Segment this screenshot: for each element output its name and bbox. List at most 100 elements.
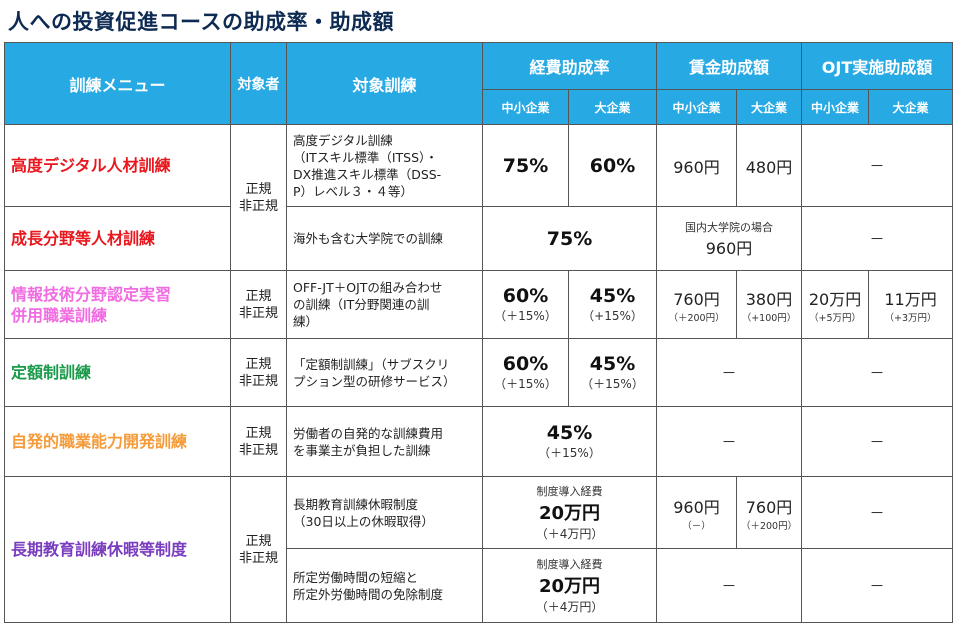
ojt-large-cell: 11万円 （+3万円） bbox=[868, 270, 954, 339]
table-row: 高度デジタル人材訓練 正規 非正規 高度デジタル訓練 （ITスキル標準（ITSS… bbox=[4, 124, 954, 271]
header-wage: 賃金助成額 bbox=[656, 42, 803, 90]
header-expense-large: 大企業 bbox=[567, 89, 658, 125]
wage-large: 380円 bbox=[745, 289, 793, 309]
wage-large: 760円 bbox=[745, 497, 793, 517]
expense-large-cell: 45% （＋15%） bbox=[567, 338, 658, 407]
expense-cell: 制度導入経費 20万円 （＋4万円） bbox=[481, 476, 658, 549]
target-cell: 正規 非正規 bbox=[230, 270, 287, 339]
ojt-dash: － bbox=[801, 206, 954, 271]
ojt-sme: 20万円 bbox=[808, 289, 862, 309]
page-title: 人への投資促進コースの助成率・助成額 bbox=[8, 10, 394, 34]
wage-sme: 760円 bbox=[673, 289, 720, 309]
header-wage-large: 大企業 bbox=[736, 89, 803, 125]
target-cell: 正規 非正規 bbox=[230, 338, 287, 407]
header-ojt-large: 大企業 bbox=[868, 89, 954, 125]
table-row: 長期教育訓練休暇等制度 正規 非正規 長期教育訓練休暇制度 （30日以上の休暇取… bbox=[4, 476, 954, 623]
ojt-dash: － bbox=[801, 548, 954, 623]
training-long-leave: 長期教育訓練休暇制度 （30日以上の休暇取得） bbox=[286, 476, 483, 549]
target-cell: 正規 非正規 bbox=[230, 124, 287, 271]
ojt-large: 11万円 bbox=[884, 289, 937, 309]
wage-dash: － bbox=[656, 338, 803, 407]
subsidy-table: 訓練メニュー 対象者 対象訓練 経費助成率 賃金助成額 OJT実施助成額 中小企… bbox=[4, 42, 954, 623]
wage-sme-cell: 760円 （＋200円） bbox=[656, 270, 738, 339]
training-growth: 海外も含む大学院での訓練 bbox=[286, 206, 483, 271]
target-cell: 正規 非正規 bbox=[230, 406, 287, 477]
expense-cell: 制度導入経費 20万円 （＋4万円） bbox=[481, 548, 658, 623]
ojt-dash: － bbox=[801, 476, 954, 549]
expense-cell: 45% （＋15%） bbox=[481, 406, 658, 477]
expense-sme-cell: 60% （＋15%） bbox=[482, 338, 569, 407]
expense-note: 制度導入経費 bbox=[536, 485, 603, 498]
expense-large: 45% bbox=[589, 353, 636, 375]
expense-sme-sub: （＋15%） bbox=[494, 377, 557, 391]
expense-amount: 20万円 bbox=[538, 576, 601, 597]
ojt-dash: － bbox=[801, 406, 954, 477]
header-wage-sme: 中小企業 bbox=[656, 89, 738, 125]
header-row-sub: 中小企業 大企業 中小企業 大企業 中小企業 大企業 bbox=[5, 89, 954, 125]
menu-voluntary: 自発的職業能力開発訓練 bbox=[4, 406, 231, 477]
ojt-large-sub: （+3万円） bbox=[884, 312, 937, 324]
menu-it-practice: 情報技術分野認定実習 併用職業訓練 bbox=[4, 270, 231, 339]
target-text: 正規 非正規 bbox=[238, 356, 278, 389]
target-cell: 正規 非正規 bbox=[230, 476, 287, 623]
expense-sub: （＋4万円） bbox=[535, 600, 604, 614]
expense-large-cell: 45% （+15%） bbox=[567, 270, 658, 339]
menu-digital: 高度デジタル人材訓練 bbox=[4, 124, 231, 207]
expense-large-sub: （＋15%） bbox=[581, 377, 644, 391]
expense-large: 60% bbox=[567, 124, 658, 207]
header-ojt-sme: 中小企業 bbox=[801, 89, 870, 125]
header-row-top: 訓練メニュー 対象者 対象訓練 経費助成率 賃金助成額 OJT実施助成額 bbox=[4, 42, 954, 125]
target-text: 正規 非正規 bbox=[238, 425, 278, 458]
expense-sme-sub: （＋15%） bbox=[494, 309, 557, 323]
wage-sme-cell: 960円 （－） bbox=[656, 476, 738, 549]
header-target: 対象者 bbox=[230, 42, 287, 125]
table-row: 定額制訓練 正規 非正規 「定額制訓練」（サブスクリ プション型の研修サービス）… bbox=[4, 338, 954, 407]
expense-rate: 75% bbox=[481, 206, 658, 271]
expense-sme: 75% bbox=[482, 124, 569, 207]
expense-sme: 60% bbox=[502, 353, 549, 375]
training-flat-rate: 「定額制訓練」（サブスクリ プション型の研修サービス） bbox=[286, 338, 483, 407]
table-row: 自発的職業能力開発訓練 正規 非正規 労働者の自発的な訓練費用 を事業主が負担し… bbox=[4, 406, 954, 477]
expense-note: 制度導入経費 bbox=[536, 558, 603, 571]
training-voluntary: 労働者の自発的な訓練費用 を事業主が負担した訓練 bbox=[286, 406, 483, 477]
header-training: 対象訓練 bbox=[286, 42, 483, 125]
wage-note: 国内大学院の場合 bbox=[685, 220, 774, 234]
ojt-dash: － bbox=[801, 338, 954, 407]
wage-sme-sub: （－） bbox=[682, 520, 711, 532]
expense-sub: （＋15%） bbox=[538, 446, 601, 460]
wage-dash: － bbox=[656, 406, 803, 477]
target-text: 正規 非正規 bbox=[238, 181, 278, 214]
wage-sme: 960円 bbox=[673, 497, 720, 517]
menu-flat-rate: 定額制訓練 bbox=[4, 338, 231, 407]
header-menu: 訓練メニュー bbox=[4, 42, 231, 125]
expense-large: 45% bbox=[589, 285, 636, 307]
wage-large-cell: 380円 （+100円） bbox=[736, 270, 803, 339]
ojt-dash: － bbox=[801, 124, 954, 207]
expense-sme-cell: 60% （＋15%） bbox=[482, 270, 569, 339]
header-ojt: OJT実施助成額 bbox=[801, 42, 954, 90]
ojt-sme-cell: 20万円 （+5万円） bbox=[801, 270, 870, 339]
expense-large-sub: （+15%） bbox=[582, 309, 643, 323]
training-digital: 高度デジタル訓練 （ITスキル標準（ITSS）・ DX推進スキル標準（DSS- … bbox=[286, 124, 483, 207]
expense-rate: 45% bbox=[546, 422, 593, 444]
header-expense-sme: 中小企業 bbox=[482, 89, 569, 125]
target-text: 正規 非正規 bbox=[238, 288, 278, 321]
table-row: 情報技術分野認定実習 併用職業訓練 正規 非正規 OFF-JT＋OJTの組み合わ… bbox=[4, 270, 954, 339]
expense-sme: 60% bbox=[502, 285, 549, 307]
wage-cell: 国内大学院の場合 960円 bbox=[656, 206, 803, 271]
expense-amount: 20万円 bbox=[538, 503, 601, 524]
wage-large-sub: （＋200円） bbox=[740, 520, 798, 532]
wage-value: 960円 bbox=[705, 238, 753, 258]
table-row: 成長分野等人材訓練 海外も含む大学院での訓練 75% 国内大学院の場合 960円… bbox=[4, 206, 954, 271]
header-expense-rate: 経費助成率 bbox=[481, 42, 658, 90]
training-it-practice: OFF-JT＋OJTの組み合わせ の訓練（IT分野関連の訓 練） bbox=[286, 270, 483, 339]
training-hours-reduction: 所定労働時間の短縮と 所定外労働時間の免除制度 bbox=[286, 548, 483, 623]
menu-growth: 成長分野等人材訓練 bbox=[4, 206, 231, 271]
table-row: 所定労働時間の短縮と 所定外労働時間の免除制度 制度導入経費 20万円 （＋4万… bbox=[5, 548, 954, 623]
wage-large-sub: （+100円） bbox=[741, 312, 797, 324]
ojt-sme-sub: （+5万円） bbox=[809, 312, 862, 324]
wage-sme: 960円 bbox=[656, 124, 738, 207]
wage-dash: － bbox=[656, 548, 803, 623]
menu-long-term-leave: 長期教育訓練休暇等制度 bbox=[4, 476, 231, 623]
wage-sme-sub: （＋200円） bbox=[668, 312, 725, 324]
